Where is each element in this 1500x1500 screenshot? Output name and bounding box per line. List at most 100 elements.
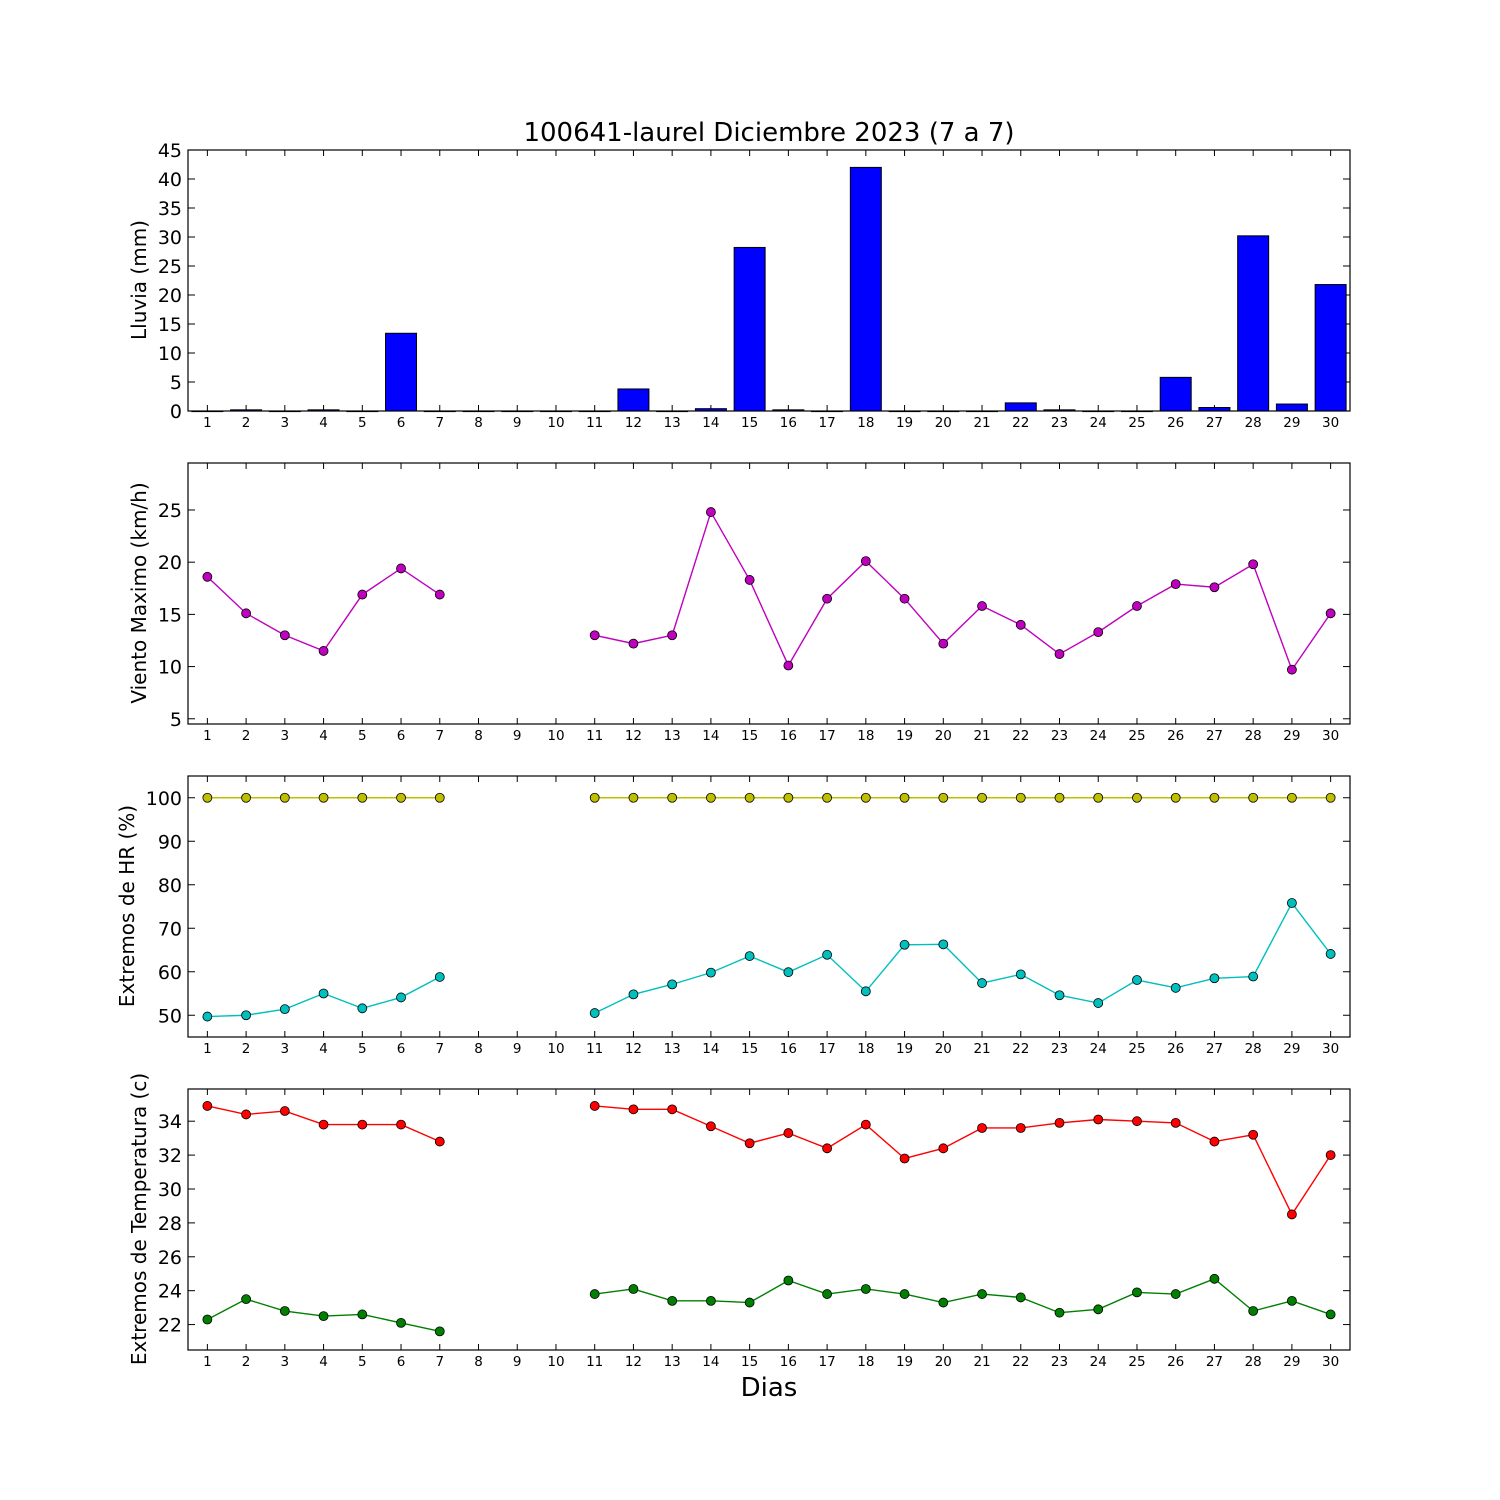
humidity-series-0-point (357, 792, 368, 803)
temperature-xtick-label: 2 (242, 1354, 251, 1370)
wind-series-0-point (434, 589, 445, 600)
rain-xtick-label: 21 (973, 415, 990, 431)
humidity-series-0-point (977, 792, 987, 803)
wind-ytick-label: 15 (158, 604, 182, 626)
temperature-series-0-point (279, 1106, 290, 1116)
humidity-y-axis-label: Extremos de HR (%) (115, 805, 139, 1007)
rain-xtick-label: 23 (1051, 415, 1068, 431)
humidity-ytick-label: 90 (158, 831, 182, 853)
wind-xtick-label: 11 (586, 728, 603, 744)
humidity-xtick-label: 19 (896, 1041, 913, 1057)
wind-series-0-point (899, 593, 910, 604)
humidity-series-0-point (822, 792, 832, 803)
humidity-series-1-point (279, 1004, 290, 1015)
humidity-series-1-point (899, 939, 910, 950)
humidity-series-1-point (822, 949, 832, 960)
temperature-series-0-point (1093, 1114, 1104, 1125)
wind-xtick-label: 18 (857, 728, 874, 744)
wind-series-0-point (1325, 608, 1336, 619)
rain-xtick-label: 25 (1128, 415, 1145, 431)
wind-series-0-line (206, 567, 441, 652)
temperature-series-0-point (396, 1119, 406, 1130)
temperature-series-1-point (938, 1297, 949, 1308)
rain-xtick-label: 30 (1322, 415, 1339, 431)
temperature-series-0-point (822, 1143, 832, 1154)
humidity-ytick-label: 60 (158, 962, 182, 984)
humidity-series-1-point (860, 986, 871, 997)
wind-series-0-point (667, 630, 678, 641)
temperature-series-1-point (1093, 1304, 1104, 1315)
temperature-series-0-point (667, 1104, 678, 1115)
temperature-xtick-label: 23 (1051, 1354, 1068, 1370)
wind-xtick-label: 30 (1322, 728, 1339, 744)
wind-series-0-point (1015, 619, 1026, 630)
wind-y-axis-label: Viento Maximo (km/h) (127, 482, 151, 703)
temperature-xtick-label: 13 (664, 1354, 681, 1370)
temperature-series-1-point (318, 1311, 329, 1322)
wind-series-0-point (938, 638, 949, 649)
temperature-series-0-point (1015, 1123, 1026, 1133)
humidity-series-0-point (1325, 792, 1336, 803)
humidity-series-0-point (899, 792, 910, 803)
temperature-xtick-label: 28 (1245, 1354, 1262, 1370)
wind-xtick-label: 22 (1012, 728, 1029, 744)
humidity-xtick-label: 29 (1283, 1041, 1300, 1057)
temperature-series-0-point (628, 1104, 639, 1115)
rain-xtick-label: 18 (857, 415, 874, 431)
humidity-xtick-label: 6 (397, 1041, 406, 1057)
rain-xtick-label: 4 (319, 415, 328, 431)
temperature-xtick-label: 24 (1090, 1354, 1107, 1370)
humidity-series-1-point (1015, 969, 1026, 980)
temperature-series-0-point (1325, 1150, 1336, 1160)
rain-ytick-label: 5 (170, 372, 182, 394)
wind-xtick-label: 24 (1090, 728, 1107, 744)
humidity-series-0-point (938, 792, 949, 803)
temperature-series-0-point (899, 1153, 910, 1164)
wind-series-0-point (860, 556, 871, 567)
humidity-xtick-label: 5 (358, 1041, 367, 1057)
temperature-xtick-label: 6 (397, 1354, 406, 1370)
humidity-series-1-point (241, 1010, 252, 1021)
temperature-xtick-label: 11 (586, 1354, 603, 1370)
humidity-series-0-point (1132, 792, 1142, 803)
wind-xtick-label: 21 (973, 728, 990, 744)
wind-series-0-point (318, 646, 329, 656)
wind-xtick-label: 29 (1283, 728, 1300, 744)
rain-bar (1275, 403, 1308, 412)
humidity-xtick-label: 15 (741, 1041, 758, 1057)
temperature-xtick-label: 3 (281, 1354, 290, 1370)
temperature-series-1-point (1325, 1309, 1336, 1320)
rain-ytick-label: 15 (158, 314, 182, 336)
humidity-xtick-label: 25 (1128, 1041, 1145, 1057)
temperature-series-1-point (1248, 1306, 1259, 1316)
rain-xtick-label: 26 (1167, 415, 1184, 431)
humidity-series-0-point (706, 792, 716, 803)
temperature-ytick-label: 32 (158, 1145, 182, 1167)
humidity-series-0-point (589, 792, 600, 803)
humidity-series-0-point (667, 792, 678, 803)
wind-series-0-point (357, 589, 368, 600)
rain-bar (617, 388, 650, 412)
temperature-xtick-label: 8 (474, 1354, 483, 1370)
temperature-series-0-point (860, 1119, 871, 1130)
humidity-series-1-point (318, 988, 329, 999)
wind-xtick-label: 5 (358, 728, 367, 744)
temperature-xtick-label: 30 (1322, 1354, 1339, 1370)
humidity-series-1-point (1287, 898, 1297, 908)
humidity-xtick-label: 26 (1167, 1041, 1184, 1057)
humidity-series-0-point (628, 792, 639, 803)
temperature-series-0-point (1287, 1209, 1297, 1220)
humidity-series-1-point (357, 1003, 368, 1014)
rain-xtick-label: 1 (203, 415, 212, 431)
temperature-series-1-point (1170, 1289, 1181, 1299)
wind-xtick-label: 10 (547, 728, 564, 744)
humidity-series-0-point (202, 792, 213, 803)
wind-series-0-line (594, 510, 1332, 672)
temperature-xtick-label: 5 (358, 1354, 367, 1370)
temperature-series-1-point (1287, 1295, 1297, 1306)
temperature-series-0-line (594, 1105, 1332, 1216)
rain-ytick-label: 40 (158, 169, 182, 191)
